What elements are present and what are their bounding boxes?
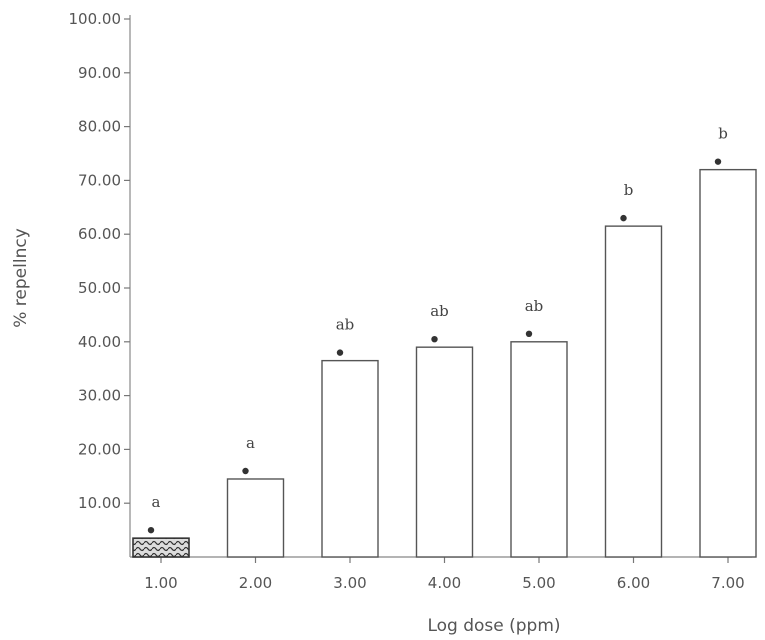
x-tick-label: 1.00 [144, 574, 177, 592]
x-tick-label: 7.00 [711, 574, 744, 592]
x-tick-label: 2.00 [239, 574, 272, 592]
x-axis-title: Log dose (ppm) [427, 616, 560, 636]
significance-label: ab [336, 316, 355, 334]
y-tick-label: 90.00 [78, 64, 121, 82]
y-tick-label: 80.00 [78, 118, 121, 136]
y-tick-label: 10.00 [78, 494, 121, 512]
error-marker [620, 214, 627, 222]
bar [132, 537, 190, 558]
x-tick-label: 4.00 [428, 574, 461, 592]
bar [226, 478, 285, 558]
bar [510, 341, 568, 558]
y-tick-label: 50.00 [78, 279, 121, 297]
bars [132, 158, 757, 558]
error-marker [336, 349, 344, 356]
x-tick-label: 5.00 [522, 574, 555, 592]
bar [415, 346, 474, 558]
y-tick-label: 70.00 [78, 171, 121, 189]
error-marker [431, 335, 438, 343]
significance-label: ab [430, 302, 449, 320]
y-tick-label: 100.00 [69, 10, 122, 28]
significance-label: ab [525, 297, 544, 315]
error-marker [525, 330, 533, 337]
x-tick-label: 6.00 [617, 574, 650, 592]
x-axis: 1.00 2.00 3.00 4.00 5.00 6.00 7.00 [130, 556, 752, 592]
error-marker [242, 467, 249, 475]
y-tick-label: 60.00 [78, 225, 121, 243]
significance-label: a [246, 434, 255, 452]
bar [699, 168, 757, 558]
significance-label: b [624, 181, 634, 199]
y-axis-title: % repellncy [11, 228, 31, 328]
y-tick-label: 20.00 [78, 440, 121, 458]
y-tick-label: 40.00 [78, 333, 121, 351]
y-axis: 10.00 20.00 30.00 40.00 50.00 60.00 70.00 80.00… [69, 10, 131, 557]
significance-label: b [718, 125, 728, 143]
significance-label: a [152, 493, 161, 511]
x-tick-label: 3.00 [333, 574, 366, 592]
error-marker [147, 526, 155, 534]
significance-labels: a a ab ab ab b b [152, 125, 728, 512]
bar [604, 225, 663, 558]
error-marker [714, 158, 722, 165]
y-tick-label: 30.00 [78, 387, 121, 405]
bar [321, 359, 379, 558]
